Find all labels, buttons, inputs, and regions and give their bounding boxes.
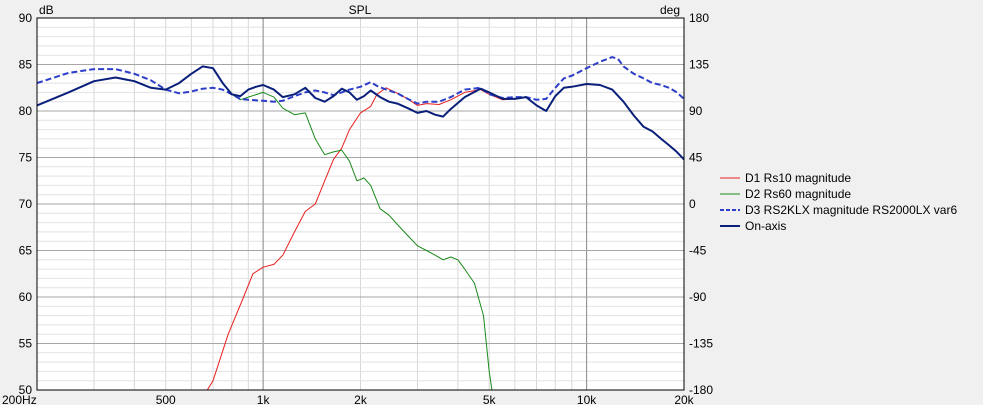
y2-tick-label: 45 bbox=[689, 151, 703, 165]
legend-label-3: D3 RS2KLX magnitude RS2000LX var6 bbox=[745, 203, 957, 217]
chart-title: SPL bbox=[349, 3, 372, 17]
axis-labels: 90 85 80 75 70 65 60 55 50 180 135 90 45 0 -45 -90 -135 -… bbox=[2, 11, 713, 405]
x-tick-label: 5k bbox=[483, 393, 497, 405]
y2-tick-label: 0 bbox=[689, 197, 696, 211]
series-line-4 bbox=[37, 65, 684, 161]
y-tick-label: 70 bbox=[19, 197, 33, 211]
legend-label-2: D2 Rs60 magnitude bbox=[745, 187, 851, 201]
y2-tick-label: 135 bbox=[689, 58, 709, 72]
x-tick-label: 500 bbox=[156, 393, 176, 405]
y2-tick-label: -135 bbox=[689, 337, 713, 351]
y-tick-label: 50 bbox=[19, 383, 33, 397]
left-axis-unit: dB bbox=[39, 3, 54, 17]
y2-tick-label: 90 bbox=[689, 104, 703, 118]
y2-tick-label: -180 bbox=[689, 383, 713, 397]
y2-tick-label: 180 bbox=[689, 11, 709, 25]
x-tick-label: 20k bbox=[674, 393, 694, 405]
y-tick-label: 75 bbox=[19, 151, 33, 165]
y-tick-label: 60 bbox=[19, 290, 33, 304]
y-tick-label: 65 bbox=[19, 244, 33, 258]
x-tick-label: 200Hz bbox=[2, 393, 37, 405]
x-tick-label: 1k bbox=[257, 393, 271, 405]
x-tick-label: 2k bbox=[354, 393, 368, 405]
major-grid bbox=[37, 17, 684, 391]
y-tick-label: 85 bbox=[19, 58, 33, 72]
y-tick-label: 90 bbox=[19, 11, 33, 25]
x-tick-label: 10k bbox=[577, 393, 597, 405]
legend: D1 Rs10 magnitude D2 Rs60 magnitude D3 RS2… bbox=[720, 171, 957, 233]
legend-label-1: D1 Rs10 magnitude bbox=[745, 171, 851, 185]
series-layer bbox=[37, 56, 684, 390]
right-axis-unit: deg bbox=[660, 3, 680, 17]
y2-tick-label: -90 bbox=[689, 290, 707, 304]
legend-label-4: On-axis bbox=[745, 219, 786, 233]
series-line-3 bbox=[37, 56, 684, 105]
y2-tick-label: -45 bbox=[689, 244, 707, 258]
y-tick-label: 80 bbox=[19, 104, 33, 118]
plot-frame bbox=[36, 17, 685, 391]
y-tick-label: 55 bbox=[19, 337, 33, 351]
